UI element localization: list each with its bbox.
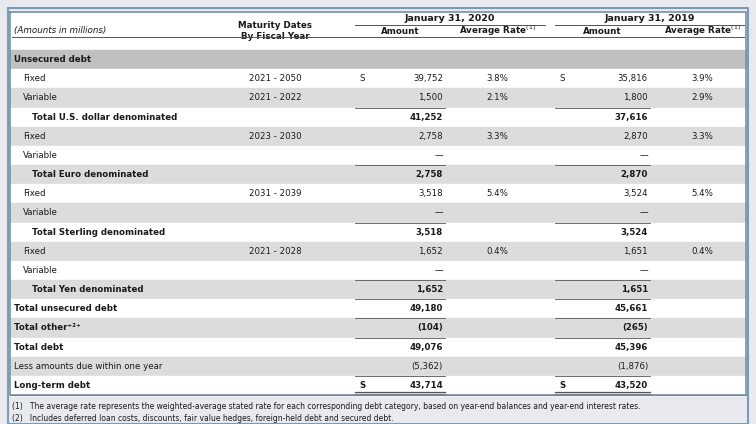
Text: Maturity Dates
By Fiscal Year: Maturity Dates By Fiscal Year [238, 21, 312, 41]
Text: 5.4%: 5.4% [487, 189, 509, 198]
Text: S: S [559, 381, 565, 390]
Text: —: — [435, 209, 443, 218]
Text: 5.4%: 5.4% [691, 189, 713, 198]
Text: 3.9%: 3.9% [691, 74, 713, 83]
Text: 3,524: 3,524 [624, 189, 648, 198]
Text: (104): (104) [417, 324, 443, 332]
Text: (265): (265) [622, 324, 648, 332]
Text: Variable: Variable [23, 93, 58, 103]
Text: —: — [640, 209, 648, 218]
Text: 3.3%: 3.3% [691, 132, 713, 141]
Text: 1,800: 1,800 [624, 93, 648, 103]
Text: 35,816: 35,816 [618, 74, 648, 83]
Text: 0.4%: 0.4% [487, 247, 509, 256]
Text: 2021 - 2022: 2021 - 2022 [249, 93, 302, 103]
Text: January 31, 2019: January 31, 2019 [604, 14, 695, 23]
Text: 1,652: 1,652 [416, 285, 443, 294]
Text: (1,876): (1,876) [617, 362, 648, 371]
Text: 43,714: 43,714 [409, 381, 443, 390]
Text: Fixed: Fixed [23, 132, 45, 141]
Text: Variable: Variable [23, 209, 58, 218]
Text: 45,396: 45,396 [615, 343, 648, 351]
Text: 3,518: 3,518 [418, 189, 443, 198]
Text: Fixed: Fixed [23, 74, 45, 83]
Text: (Amounts in millions): (Amounts in millions) [14, 26, 107, 36]
Text: 3,518: 3,518 [416, 228, 443, 237]
Text: —: — [435, 266, 443, 275]
Text: —: — [640, 266, 648, 275]
Text: (2)   Includes deferred loan costs, discounts, fair value hedges, foreign-held d: (2) Includes deferred loan costs, discou… [12, 414, 394, 423]
Text: —: — [435, 151, 443, 160]
Text: 2.1%: 2.1% [487, 93, 509, 103]
Text: 2,758: 2,758 [416, 170, 443, 179]
Text: Total Euro denominated: Total Euro denominated [32, 170, 148, 179]
Text: Average Rate$^{(1)}$: Average Rate$^{(1)}$ [459, 24, 536, 38]
Text: January 31, 2020: January 31, 2020 [404, 14, 495, 23]
Text: (1)   The average rate represents the weighted-average stated rate for each corr: (1) The average rate represents the weig… [12, 402, 640, 411]
Text: Total Yen denominated: Total Yen denominated [32, 285, 144, 294]
Text: Variable: Variable [23, 151, 58, 160]
Text: Amount: Amount [583, 26, 622, 36]
Text: 37,616: 37,616 [615, 113, 648, 122]
Text: Amount: Amount [381, 26, 420, 36]
Text: 0.4%: 0.4% [691, 247, 713, 256]
Text: Total unsecured debt: Total unsecured debt [14, 304, 117, 313]
Text: Total other⁺²⁺: Total other⁺²⁺ [14, 324, 81, 332]
Text: Unsecured debt: Unsecured debt [14, 55, 91, 64]
Text: 2,870: 2,870 [621, 170, 648, 179]
Text: 1,651: 1,651 [624, 247, 648, 256]
Text: 49,180: 49,180 [410, 304, 443, 313]
Text: Variable: Variable [23, 266, 58, 275]
Text: Total Sterling denominated: Total Sterling denominated [32, 228, 165, 237]
Text: Long-term debt: Long-term debt [14, 381, 90, 390]
Text: 2,870: 2,870 [624, 132, 648, 141]
Text: 3.3%: 3.3% [487, 132, 509, 141]
Text: 2021 - 2028: 2021 - 2028 [249, 247, 302, 256]
Text: 2.9%: 2.9% [691, 93, 713, 103]
Text: 1,651: 1,651 [621, 285, 648, 294]
Text: 1,500: 1,500 [418, 93, 443, 103]
Text: 2021 - 2050: 2021 - 2050 [249, 74, 302, 83]
Text: 2031 - 2039: 2031 - 2039 [249, 189, 301, 198]
Text: 39,752: 39,752 [413, 74, 443, 83]
Text: Fixed: Fixed [23, 189, 45, 198]
Text: 3.8%: 3.8% [487, 74, 509, 83]
Text: Less amounts due within one year: Less amounts due within one year [14, 362, 163, 371]
Text: 1,652: 1,652 [418, 247, 443, 256]
Text: Fixed: Fixed [23, 247, 45, 256]
Text: S: S [359, 74, 364, 83]
Text: 45,661: 45,661 [615, 304, 648, 313]
Text: S: S [559, 74, 565, 83]
Text: —: — [640, 151, 648, 160]
Text: 43,520: 43,520 [615, 381, 648, 390]
Text: Average Rate$^{(1)}$: Average Rate$^{(1)}$ [664, 24, 740, 38]
Text: 41,252: 41,252 [410, 113, 443, 122]
Text: (5,362): (5,362) [412, 362, 443, 371]
Text: 3,524: 3,524 [621, 228, 648, 237]
Text: S: S [359, 381, 365, 390]
Text: Total U.S. dollar denominated: Total U.S. dollar denominated [32, 113, 177, 122]
Text: Total debt: Total debt [14, 343, 64, 351]
Text: 2023 - 2030: 2023 - 2030 [249, 132, 302, 141]
Text: 49,076: 49,076 [410, 343, 443, 351]
Text: 2,758: 2,758 [418, 132, 443, 141]
